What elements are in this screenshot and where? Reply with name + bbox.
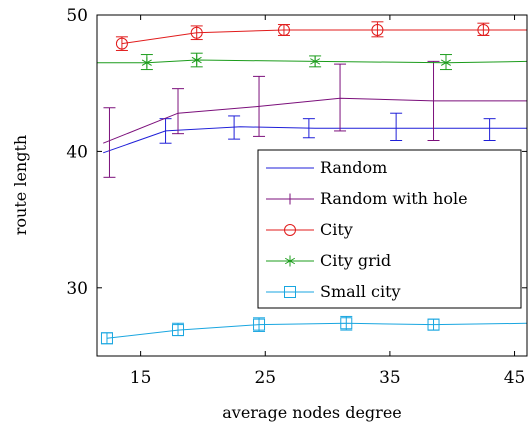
legend-label: City <box>320 220 353 239</box>
legend-marker <box>284 255 296 267</box>
legend-label: Random with hole <box>320 189 468 208</box>
error-bar <box>334 63 347 132</box>
data-point-marker-stroke <box>141 59 152 66</box>
axis-ticks <box>97 14 527 356</box>
data-point-marker-stroke <box>440 59 451 66</box>
data-point-marker <box>100 332 113 345</box>
series-line-city <box>121 29 527 45</box>
error-bar <box>140 54 153 71</box>
legend-marker-stroke <box>284 257 296 265</box>
error-bar <box>253 75 266 137</box>
x-tick-label: 15 <box>130 368 152 388</box>
data-point-marker <box>427 318 440 331</box>
legend-entry-small-city: Small city <box>266 282 401 301</box>
series-line-random <box>103 126 527 154</box>
error-bar <box>100 332 113 345</box>
error-bar <box>302 118 315 139</box>
legend-label: Small city <box>320 282 401 301</box>
data-point-marker <box>277 24 290 37</box>
legend-entry-random-with-hole: Random with hole <box>266 189 468 208</box>
error-bar <box>190 52 203 68</box>
error-bar <box>477 22 490 37</box>
plot-area <box>97 21 528 345</box>
error-bar <box>371 21 384 38</box>
error-bar <box>483 118 496 141</box>
legend-entry-city-grid: City grid <box>266 251 391 270</box>
error-bar <box>115 36 128 51</box>
y-tick-labels: 30 40 50 <box>66 6 88 299</box>
data-point-marker <box>340 317 353 330</box>
error-bar <box>390 112 403 141</box>
error-bar <box>340 315 353 331</box>
error-bar <box>439 54 452 71</box>
data-point-marker-stroke <box>191 56 202 64</box>
error-bar <box>427 60 440 141</box>
y-tick-label: 30 <box>66 279 88 299</box>
data-point-marker <box>141 57 152 69</box>
legend-entries: Random Random with hole City City grid Small… <box>266 158 468 301</box>
legend-label: City grid <box>320 251 391 270</box>
legend-box <box>257 149 522 309</box>
series-small-city <box>100 315 528 345</box>
legend-label: Random <box>320 158 387 177</box>
data-point-marker <box>310 55 321 67</box>
data-point-marker <box>477 24 490 37</box>
legend-marker <box>284 224 296 236</box>
data-point-marker <box>172 324 185 337</box>
series-line-city-grid <box>97 59 528 64</box>
series-random <box>103 112 527 154</box>
error-bar <box>277 24 290 37</box>
series-line-random-with-hole <box>103 97 527 144</box>
error-bar <box>103 107 116 178</box>
series-city <box>115 21 527 51</box>
data-point-marker <box>115 37 128 50</box>
error-bar <box>427 318 440 331</box>
error-bar <box>253 317 266 332</box>
data-point-marker <box>253 318 266 331</box>
x-tick-labels: 15 25 35 45 <box>130 368 526 388</box>
y-tick-label: 50 <box>66 6 88 26</box>
data-point-marker <box>191 54 202 66</box>
plot-frame <box>96 14 528 357</box>
x-tick-label: 25 <box>254 368 276 388</box>
series-city-grid <box>97 52 528 71</box>
series-line-small-city <box>106 322 528 339</box>
legend-entry-random: Random <box>266 158 387 177</box>
error-bar <box>228 115 241 140</box>
error-bar <box>172 88 185 135</box>
x-tick-label: 45 <box>504 368 526 388</box>
data-point-marker <box>440 57 451 69</box>
data-point-marker <box>190 26 203 39</box>
data-point-marker-stroke <box>310 58 321 65</box>
error-bar <box>172 322 185 337</box>
x-tick-label: 35 <box>379 368 401 388</box>
legend-marker <box>284 286 296 298</box>
x-axis-title: average nodes degree <box>222 403 402 422</box>
error-bar <box>309 55 322 68</box>
error-bar <box>190 25 203 41</box>
legend: Random Random with hole City City grid Small… <box>257 149 522 309</box>
data-point-marker <box>371 24 384 37</box>
y-axis-title: route length <box>11 135 30 235</box>
legend-entry-city: City <box>266 220 353 239</box>
series-random-with-hole <box>103 60 527 178</box>
y-tick-label: 40 <box>66 142 88 162</box>
